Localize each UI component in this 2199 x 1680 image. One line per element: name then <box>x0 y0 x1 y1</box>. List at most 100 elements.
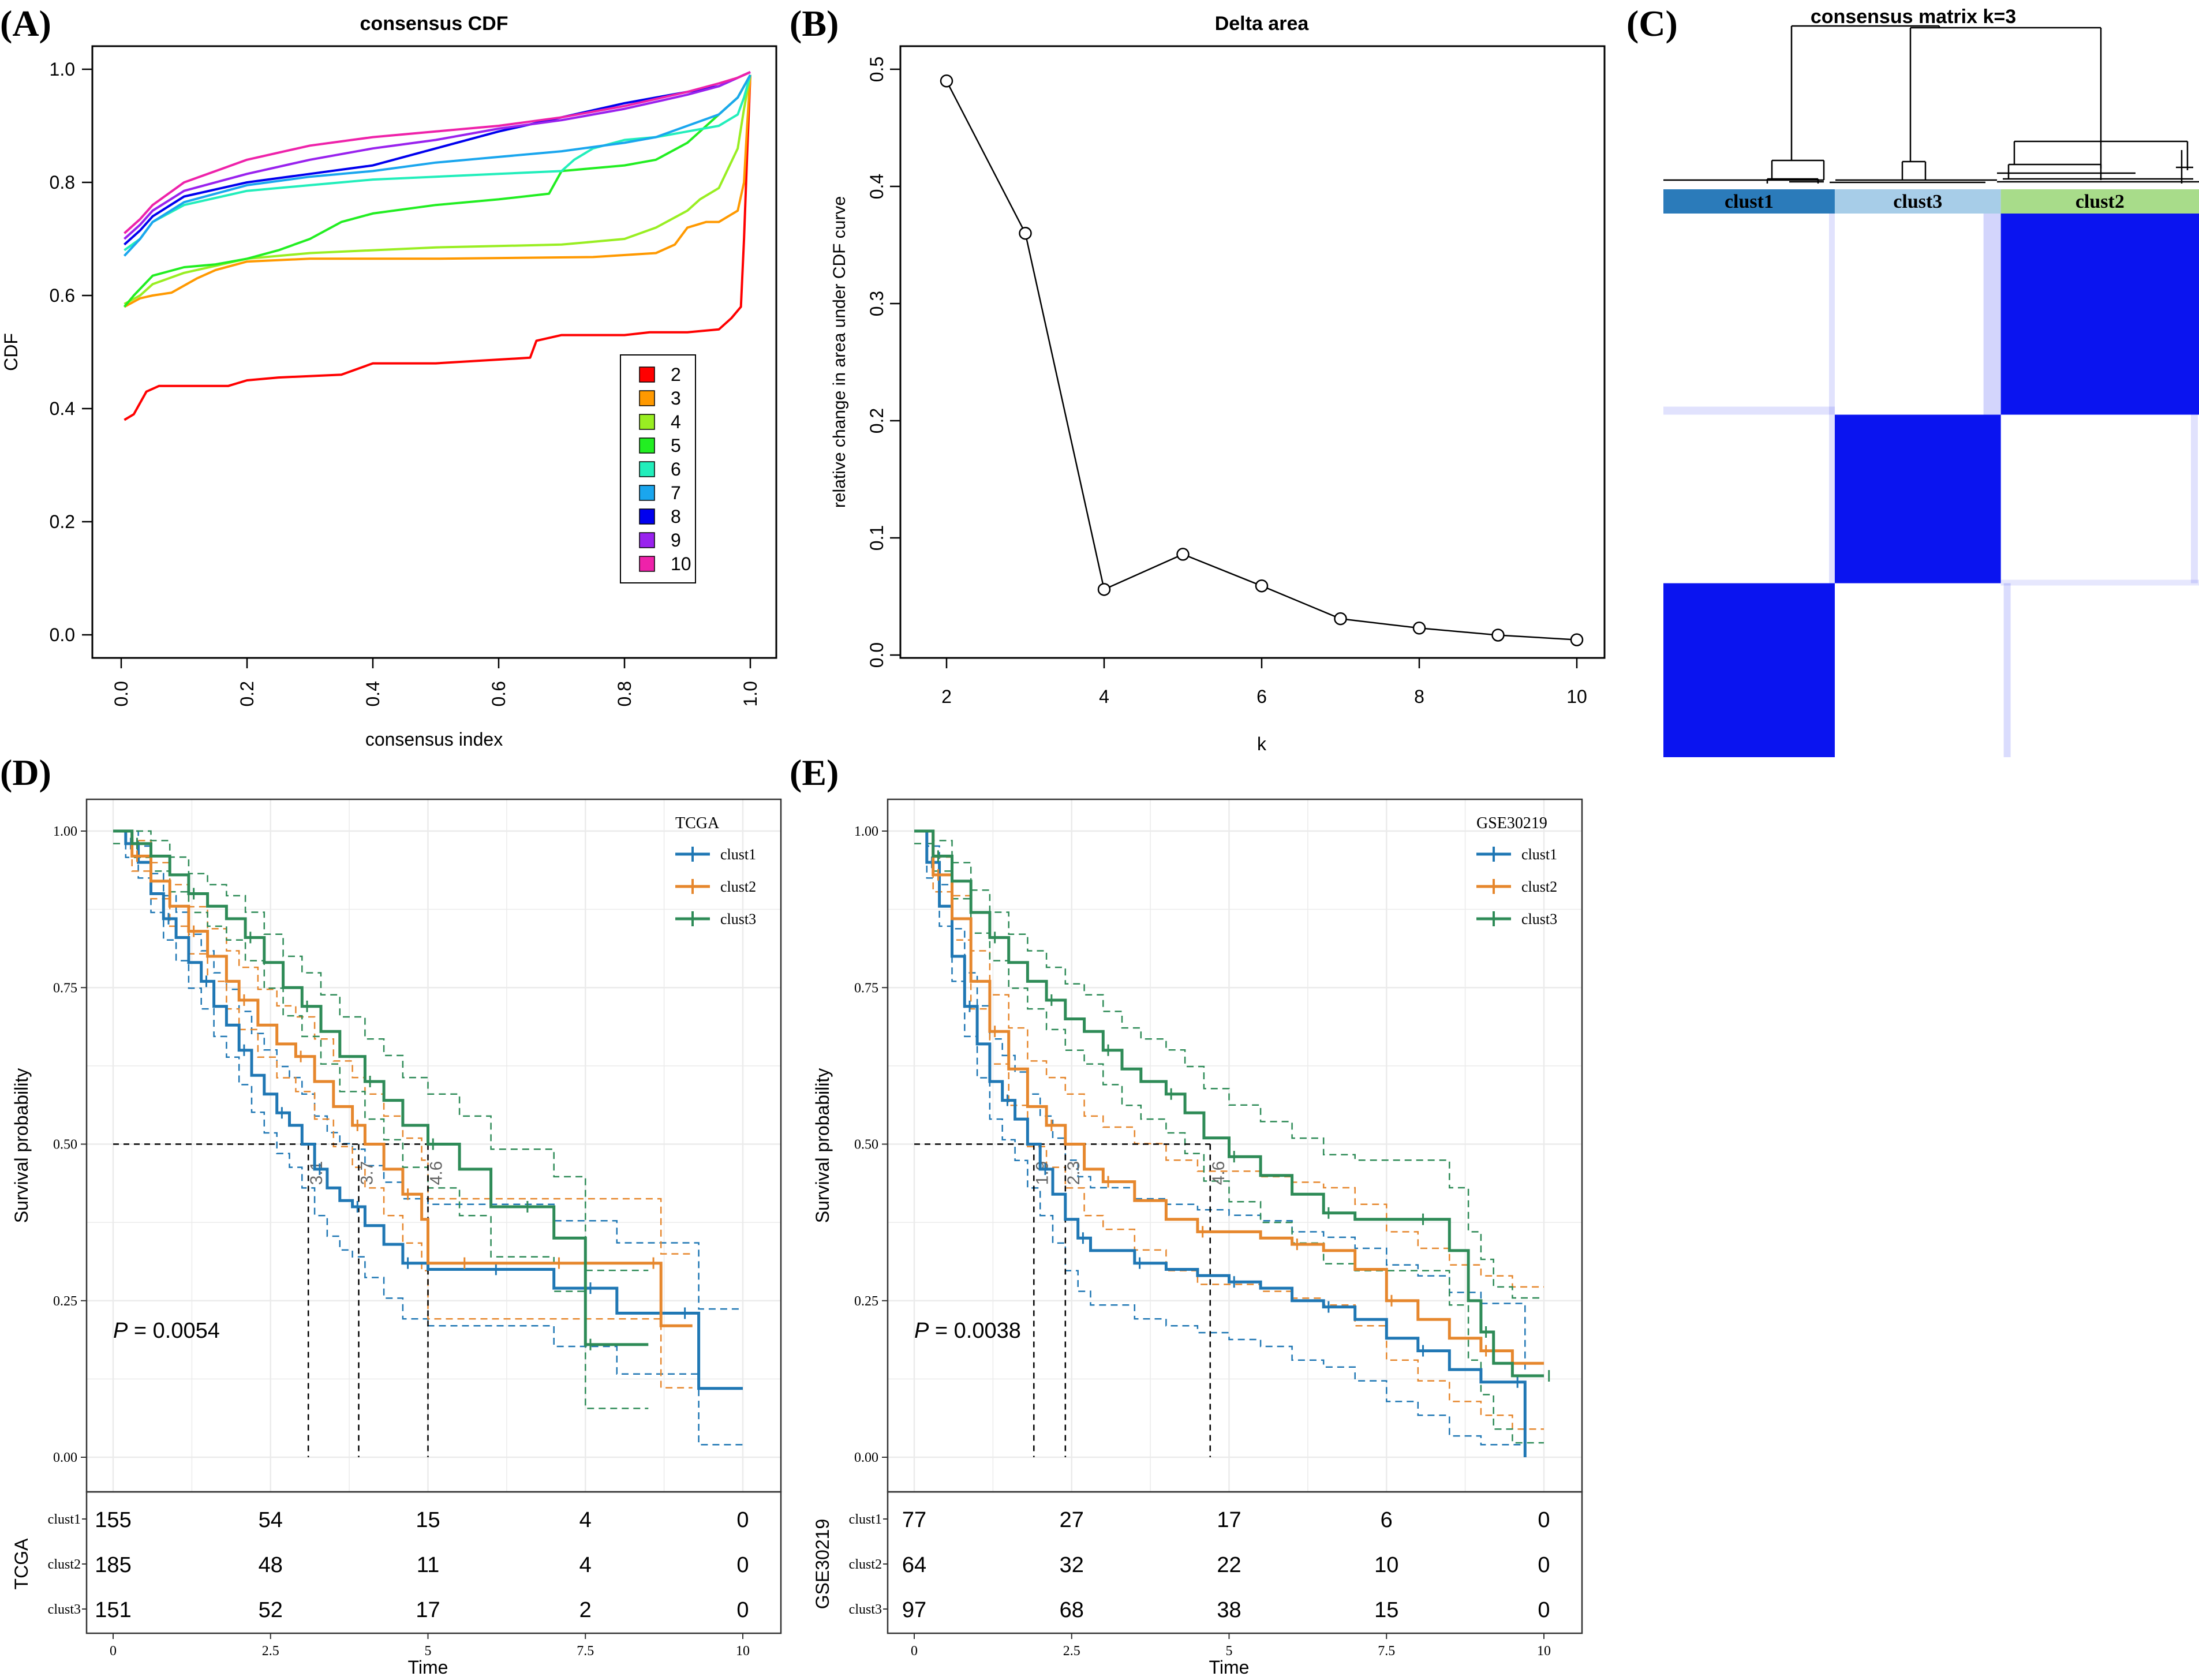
delta-point <box>1491 628 1505 642</box>
median-label: 4.6 <box>427 1161 446 1185</box>
legend-swatch-k9 <box>639 532 655 548</box>
risk-cell: 32 <box>1060 1553 1084 1577</box>
cluster-bar-clust2 <box>2000 189 2199 214</box>
y-tick-label: 0.75 <box>53 981 77 996</box>
p-value-text: = 0.0038 <box>929 1319 1021 1343</box>
risk-cell: 2 <box>579 1598 592 1622</box>
panel-a-tag: (A) <box>0 3 51 44</box>
x-tick-label: 4 <box>1099 686 1109 707</box>
median-lines: 3.1 3.7 4.6 <box>113 1143 446 1457</box>
risk-cell: 77 <box>902 1508 926 1532</box>
y-tick-label: 0.0 <box>866 642 887 668</box>
y-tick-label: 0.00 <box>854 1450 878 1465</box>
dendrogram-root <box>1790 25 2102 169</box>
panel-c: (C) consensus matrix k=3 clust1 clust3 clu… <box>1626 3 2199 757</box>
y-tick-label: 0.0 <box>50 624 75 645</box>
y-tick-label: 0.2 <box>50 511 75 532</box>
legend-label-k9: 9 <box>671 530 681 551</box>
risk-cell: 15 <box>416 1508 440 1532</box>
chart-b-ylabel: relative change in area under CDF curve <box>830 196 849 508</box>
y-tick-label: 0.75 <box>854 981 878 996</box>
km-ylabel: Survival probability <box>812 1068 833 1223</box>
cluster-label-clust2: clust2 <box>2075 191 2125 212</box>
matrix-faint-band <box>2191 414 2198 583</box>
median-label: 1.9 <box>1033 1161 1052 1185</box>
risk-table-title: GSE30219 <box>812 1519 833 1610</box>
x-tick-label: 2 <box>941 686 952 707</box>
km-legend-label-clust3: clust3 <box>1521 911 1557 927</box>
km-xlabel: Time <box>408 1657 448 1678</box>
cdf-line-k4 <box>124 74 751 305</box>
x-tick-label: 2.5 <box>1063 1644 1080 1659</box>
matrix-block-clust1 <box>1663 583 1835 757</box>
risk-cell: 15 <box>1374 1598 1398 1622</box>
risk-cell: 151 <box>95 1598 131 1622</box>
y-tick-label: 0.6 <box>50 285 75 306</box>
cdf-line-k9 <box>124 71 751 240</box>
median-label: 3.1 <box>307 1161 326 1185</box>
km-legend-label-clust1: clust1 <box>1521 846 1557 863</box>
matrix-faint-band <box>1663 406 1835 415</box>
chart-b-xlabel: k <box>1257 734 1267 754</box>
x-tick-label: 0.6 <box>488 681 509 706</box>
median-label: 4.6 <box>1209 1161 1228 1185</box>
legend-swatch-k8 <box>639 508 655 525</box>
km-legend-label-clust3: clust3 <box>720 911 756 927</box>
legend-label-k8: 8 <box>671 506 681 527</box>
delta-point <box>1570 633 1584 646</box>
ci-upper-clust1 <box>914 830 1526 1370</box>
chart-a-lines <box>123 71 751 421</box>
legend-label-k5: 5 <box>671 435 681 456</box>
risk-cell: 27 <box>1060 1508 1084 1532</box>
x-tick-label: 0.8 <box>614 681 635 706</box>
legend-swatch-k3 <box>639 390 655 406</box>
cdf-line-k7 <box>123 74 751 257</box>
ci-lower-clust3 <box>113 843 649 1409</box>
risk-table-title: TCGA <box>11 1538 32 1590</box>
risk-table-frame <box>887 1491 1583 1634</box>
y-tick-label: 0.8 <box>50 172 75 193</box>
delta-point <box>1176 548 1190 561</box>
km-legend-label-clust2: clust2 <box>1521 878 1557 895</box>
legend-swatch-k4 <box>639 414 655 430</box>
cdf-line-k8 <box>124 71 751 246</box>
consensus-matrix <box>1663 214 2199 757</box>
p-value-symbol: P <box>113 1319 128 1343</box>
km-legend-title: TCGA <box>675 814 720 832</box>
x-tick-label: 7.5 <box>1378 1644 1395 1659</box>
legend-label-k10: 10 <box>671 553 691 574</box>
legend-swatch-k2 <box>639 366 655 383</box>
risk-cell: 48 <box>259 1553 283 1577</box>
dendrogram-clust2 <box>1997 140 2199 184</box>
risk-row-label-clust1: clust1 <box>849 1512 882 1527</box>
delta-point <box>1334 612 1347 626</box>
y-tick-label: 1.00 <box>53 824 77 839</box>
x-tick-label: 0.0 <box>111 681 132 706</box>
panel-e: (E) 1.9 2.3 4.6 0.00 0.25 0.50 0.75 1.00 Surviva… <box>790 752 1583 1678</box>
ci-upper-clust3 <box>914 830 1544 1299</box>
x-tick-label: 1.0 <box>740 681 761 706</box>
risk-cell: 0 <box>736 1508 749 1532</box>
km-legend-title: GSE30219 <box>1476 814 1547 832</box>
risk-cell: 0 <box>736 1598 749 1622</box>
km-curve-clust3 <box>914 829 1544 1378</box>
dendrogram-clust3 <box>1830 160 1997 184</box>
y-tick-label: 0.00 <box>53 1450 77 1465</box>
legend-swatch-k6 <box>639 461 655 477</box>
matrix-faint-band <box>2003 583 2011 757</box>
panel-c-tag: (C) <box>1626 3 1678 44</box>
y-tick-label: 0.5 <box>866 57 887 82</box>
km-plot-d: 3.1 3.7 4.6 0.00 0.25 0.50 0.75 1.00 Survival pr… <box>11 798 782 1678</box>
risk-cell: 0 <box>1538 1553 1550 1577</box>
y-tick-label: 1.0 <box>50 59 75 80</box>
risk-row-label-clust2: clust2 <box>48 1557 81 1572</box>
chart-b-axes: 2 4 6 8 10 0.0 0.1 0.2 0.3 0.4 0.5 <box>866 57 1587 707</box>
km-plot-area <box>887 798 1583 1493</box>
x-tick-label: 8 <box>1414 686 1424 707</box>
y-tick-label: 1.00 <box>854 824 878 839</box>
km-curve-clust1 <box>113 829 743 1390</box>
legend-swatch-k5 <box>639 437 655 454</box>
delta-point <box>1412 622 1426 635</box>
cluster-bar-clust3 <box>1834 189 2001 214</box>
matrix-block-clust3 <box>1834 414 2001 583</box>
